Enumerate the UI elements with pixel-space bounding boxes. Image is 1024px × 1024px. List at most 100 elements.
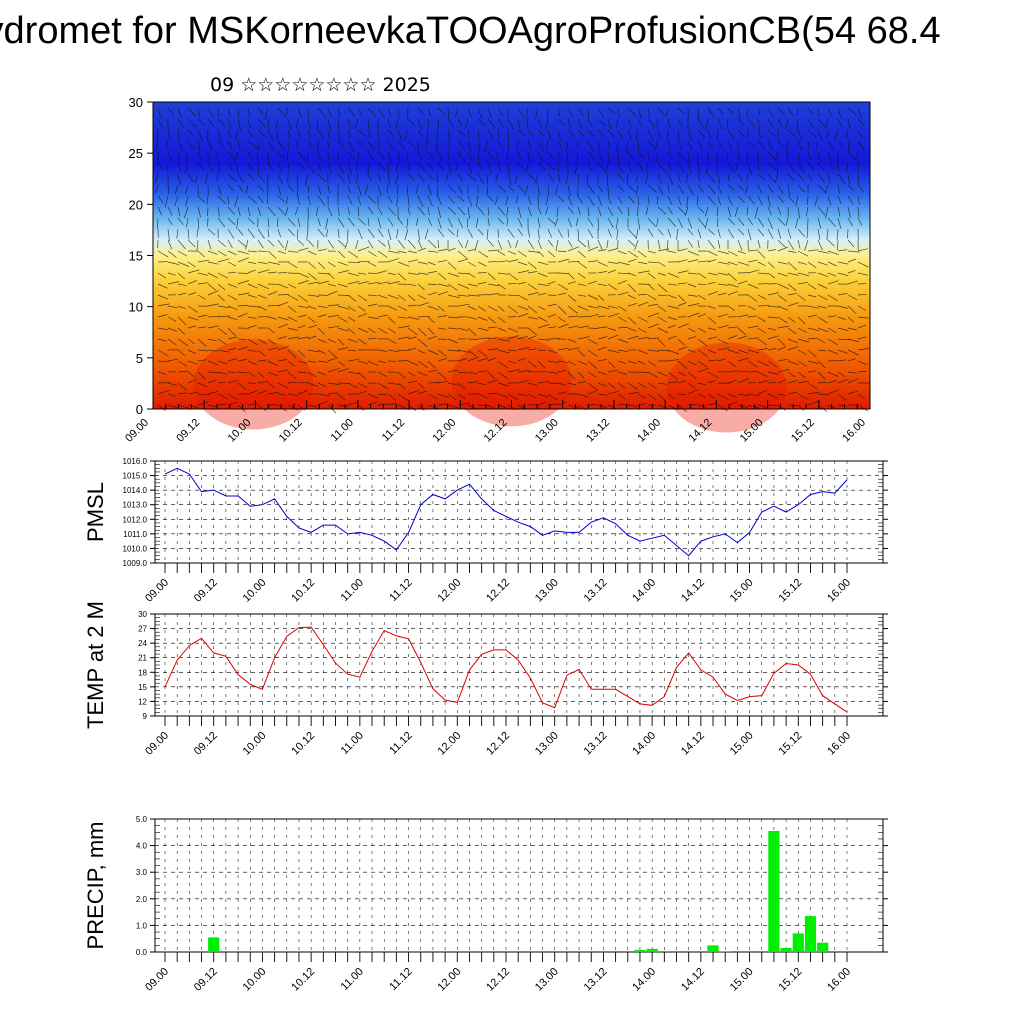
wind-barb	[757, 305, 770, 307]
wind-barb	[717, 107, 724, 115]
wind-barb	[704, 206, 709, 217]
wind-barb	[197, 294, 206, 300]
wind-barb	[396, 195, 399, 207]
wind-barb	[437, 248, 448, 252]
wind-barb	[407, 304, 418, 307]
wind-barb	[567, 217, 572, 228]
wind-barb	[647, 228, 654, 237]
wind-barb	[857, 140, 865, 151]
x-tick-label: 09.00	[143, 577, 171, 605]
wind-barb	[647, 195, 650, 205]
wind-barb	[716, 162, 719, 175]
wind-barb	[567, 107, 573, 117]
wind-barb	[507, 250, 517, 255]
wind-barb	[437, 239, 439, 249]
wind-barb	[557, 107, 561, 116]
wind-barb	[667, 349, 679, 355]
wind-barb	[156, 129, 159, 141]
wind-barb	[667, 151, 673, 160]
wind-barb	[597, 382, 607, 387]
wind-barb	[227, 294, 238, 301]
wind-barb	[236, 217, 239, 230]
wind-barb	[237, 346, 248, 351]
wind-barb	[507, 184, 515, 192]
wind-barb	[775, 151, 779, 162]
wind-barb	[607, 248, 618, 252]
wind-barb	[297, 371, 307, 374]
wind-barb	[587, 140, 594, 151]
wind-barb	[607, 118, 612, 129]
wind-barb	[417, 239, 423, 249]
wind-barb	[767, 217, 774, 229]
wind-barb	[717, 118, 724, 130]
wind-barb	[527, 316, 538, 320]
wind-barb	[407, 336, 417, 340]
wind-barb	[667, 393, 676, 399]
wind-barb	[737, 118, 745, 126]
wind-barb	[747, 118, 756, 128]
wind-barb	[167, 129, 171, 140]
wind-barb	[857, 404, 868, 412]
wind-barb	[767, 129, 776, 137]
wind-barb	[347, 107, 356, 117]
wind-barb	[457, 283, 470, 290]
wind-barb	[577, 272, 586, 279]
wind-barb	[267, 206, 276, 217]
wind-barb	[507, 140, 509, 151]
wind-barb	[417, 107, 425, 116]
wind-barb	[367, 337, 377, 340]
x-tick-label: 16.00	[825, 730, 853, 758]
wind-barb	[647, 250, 657, 254]
wind-barb	[787, 327, 797, 335]
wind-barb	[857, 195, 860, 205]
wind-barb	[477, 357, 489, 362]
wind-barb	[627, 162, 632, 172]
wind-barb	[217, 184, 222, 195]
wind-barb	[187, 173, 194, 183]
wind-barb	[287, 283, 297, 289]
wind-barb	[517, 228, 523, 236]
wind-barb	[297, 390, 308, 395]
x-tick-label: 15.00	[728, 730, 756, 758]
wind-barb	[486, 228, 489, 240]
wind-barb	[217, 294, 225, 302]
wind-barb	[497, 349, 510, 354]
wind-barb	[215, 151, 219, 160]
wind-barb	[597, 195, 603, 207]
wind-barb	[797, 393, 809, 400]
wind-barb	[517, 129, 526, 137]
wind-barb	[154, 173, 159, 184]
wind-barb	[427, 173, 434, 181]
x-tick-label: 13.12	[584, 417, 612, 445]
wind-barb	[777, 246, 789, 252]
wind-barb	[367, 228, 375, 238]
wind-barb	[507, 393, 518, 401]
wind-barb	[697, 283, 707, 286]
wind-barb	[357, 195, 361, 205]
wind-barb	[817, 151, 822, 162]
wind-barb	[697, 272, 707, 279]
wind-barb	[477, 250, 489, 258]
wind-barb	[327, 118, 331, 131]
wind-barb	[577, 250, 586, 258]
wind-barb	[217, 129, 223, 141]
wind-barb	[217, 195, 227, 205]
wind-barb	[817, 107, 820, 117]
wind-barb	[487, 337, 498, 340]
wind-barb	[157, 314, 168, 318]
wind-barb	[247, 195, 257, 204]
wind-barb	[727, 272, 737, 282]
wind-barb	[837, 173, 846, 184]
wind-barb	[567, 129, 575, 138]
wind-barb	[347, 162, 352, 175]
wind-barb	[837, 206, 841, 217]
wind-barb	[837, 261, 849, 265]
wind-barb	[597, 184, 603, 193]
wind-barb	[667, 359, 679, 362]
wind-barb	[747, 360, 758, 368]
wind-barb	[607, 349, 620, 354]
wind-barb	[457, 382, 466, 390]
wind-barb	[337, 283, 348, 288]
wind-barb	[217, 338, 227, 345]
wind-barb	[247, 403, 259, 406]
